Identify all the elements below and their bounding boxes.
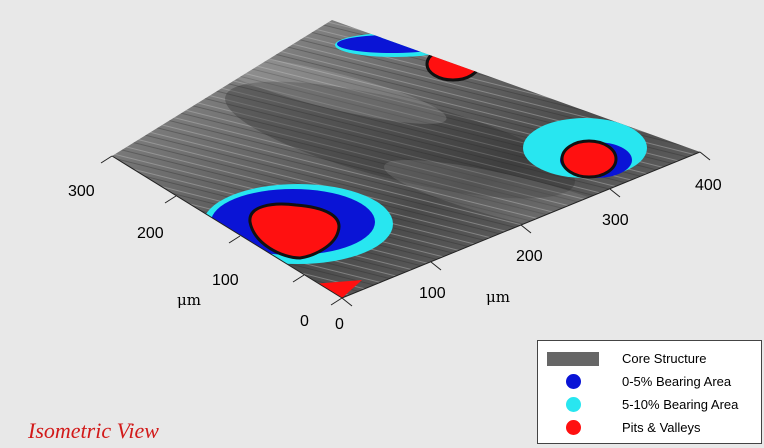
axis-lines (100, 151, 711, 307)
y-axis-labels: 300 200 100 0 μm (68, 183, 309, 330)
x-axis-labels: 0 100 200 300 400 μm (335, 177, 722, 333)
x-tick-label: 0 (335, 316, 344, 333)
core-structure-swatch (547, 351, 599, 366)
x-tick-label: 400 (695, 177, 722, 194)
x-axis-unit: μm (486, 288, 510, 306)
x-tick-label: 200 (516, 248, 543, 265)
legend-label: 5-10% Bearing Area (622, 397, 739, 412)
x-tick-label: 300 (602, 212, 629, 229)
legend-item-pits-valleys: Pits & Valleys (538, 416, 761, 439)
pits-valleys-dot (565, 420, 581, 435)
y-axis-unit: μm (177, 291, 201, 309)
legend-item-core-structure: Core Structure (538, 347, 761, 370)
legend-label: Pits & Valleys (622, 420, 701, 435)
view-title: Isometric View (28, 418, 159, 443)
pit-large (248, 202, 341, 260)
y-tick-label: 200 (137, 225, 164, 242)
legend: Core Structure 0-5% Bearing Area 5-10% B… (537, 340, 762, 444)
pit-top (425, 46, 481, 82)
legend-label: 0-5% Bearing Area (622, 374, 732, 389)
legend-label: Core Structure (622, 351, 707, 366)
y-tick-label: 100 (212, 272, 239, 289)
bearing-area-top-0-5 (337, 35, 447, 53)
pit-right (560, 139, 618, 179)
bearing-5-10-dot (565, 397, 581, 412)
bearing-0-5-dot (565, 374, 581, 389)
y-tick-label: 300 (68, 183, 95, 200)
y-tick-label: 0 (300, 313, 309, 330)
x-tick-label: 100 (419, 285, 446, 302)
legend-item-bearing-0-5: 0-5% Bearing Area (538, 370, 761, 393)
legend-item-bearing-5-10: 5-10% Bearing Area (538, 393, 761, 416)
